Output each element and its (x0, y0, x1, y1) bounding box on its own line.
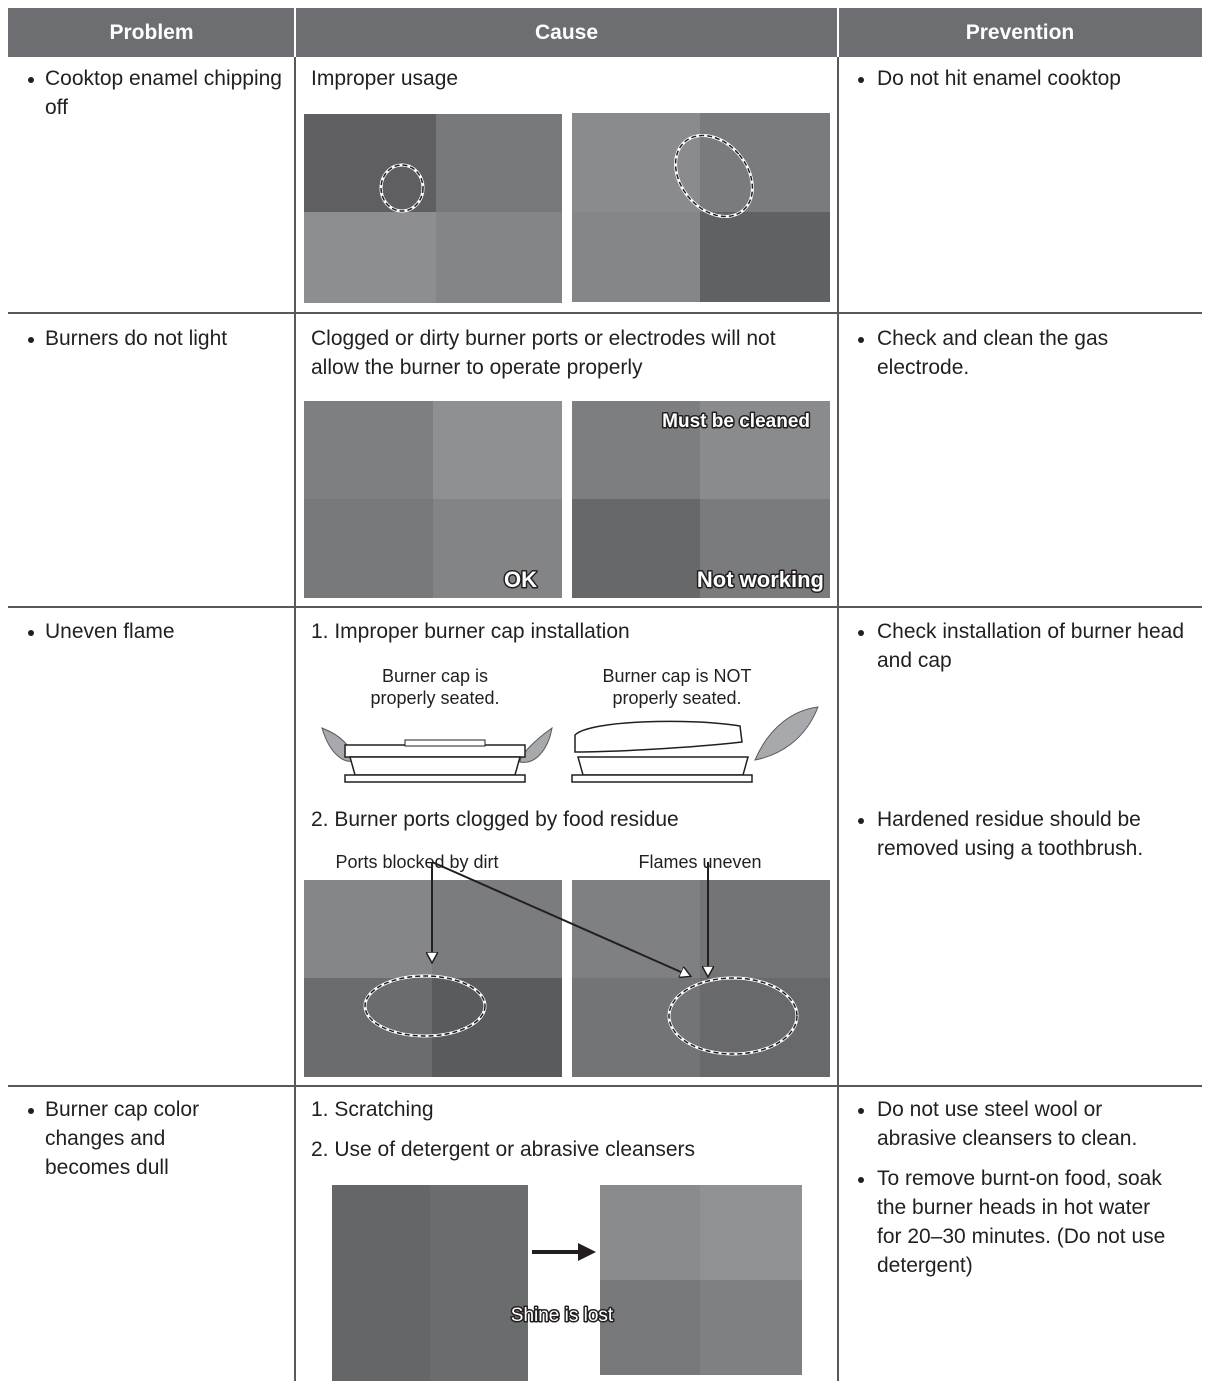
shape (380, 164, 424, 212)
cause-item: 1. Scratching (311, 1098, 434, 1121)
bullet (858, 818, 864, 824)
photo-region (572, 880, 700, 978)
photo-region (304, 499, 433, 598)
cause-item: 2. Use of detergent or abrasive cleanser… (311, 1138, 696, 1161)
photo-region (332, 1185, 430, 1381)
shape (574, 720, 743, 753)
burner-proper (321, 726, 553, 783)
cause: Clogged or dirty burner ports or electro… (311, 327, 776, 379)
column-header: Prevention (965, 21, 1075, 44)
shape (364, 975, 486, 1037)
cause-item: 2. Burner ports clogged by food residue (311, 808, 679, 831)
photo-region (436, 114, 562, 212)
image-label: Shine is lost (511, 1305, 614, 1326)
photo-region (572, 401, 700, 499)
bullet (858, 1177, 864, 1183)
shape (519, 726, 553, 763)
image-label: OK (504, 567, 537, 592)
problem: Burner cap color changes and becomes dul… (45, 1098, 200, 1179)
prevention: Do not use steel wool or abrasive cleans… (877, 1098, 1138, 1150)
shape (674, 134, 754, 218)
column-header: Cause (534, 21, 599, 44)
photo-region (572, 212, 700, 302)
bullet (858, 337, 864, 343)
images (304, 113, 830, 1381)
illustration-label: Ports blocked by dirt (335, 852, 499, 872)
illustration-label: Burner cap is properly seated. (370, 666, 500, 708)
prevention: To remove burnt-on food, soak the burner… (877, 1167, 1166, 1277)
photo-region (700, 401, 830, 499)
table-rules (8, 8, 1202, 1381)
bullet (28, 1108, 34, 1114)
photo-region (432, 880, 562, 978)
cause-item: 1. Improper burner cap installation (311, 620, 630, 643)
photo-region (304, 978, 432, 1077)
photo-region (700, 499, 830, 598)
photo-region (700, 978, 830, 1077)
photo-region (304, 880, 432, 978)
shape (404, 739, 486, 747)
prevention: Check and clean the gas electrode. (877, 327, 1109, 379)
problem: Cooktop enamel chipping off (45, 67, 282, 119)
highlight-ellipses-dash (364, 134, 798, 1055)
illustration-label: Flames uneven (638, 852, 762, 872)
bullet (858, 1108, 864, 1114)
shape (344, 744, 526, 758)
arrows (431, 861, 708, 976)
shape (349, 756, 521, 776)
bullet (858, 77, 864, 83)
header-bar (8, 8, 1202, 57)
photo-region (700, 1280, 802, 1375)
bullet (28, 77, 34, 83)
bullet (28, 630, 34, 636)
photo-region (700, 1185, 802, 1280)
prevention: Do not hit enamel cooktop (877, 67, 1121, 90)
photo-region (432, 978, 562, 1077)
photo-region (700, 212, 830, 302)
photo-region (572, 113, 700, 212)
bullet (858, 630, 864, 636)
photo-region (304, 114, 436, 212)
photo-region (600, 1280, 700, 1375)
shape (577, 756, 749, 776)
photo-region (433, 499, 562, 598)
photo-region (700, 113, 830, 212)
photo-region (700, 880, 830, 978)
prevention: Hardened residue should be removed using… (877, 808, 1144, 860)
prevention: Check installation of burner head and ca… (877, 620, 1185, 672)
shape (754, 706, 819, 761)
image-label: Must be cleaned (662, 411, 810, 432)
problem: Burners do not light (45, 327, 228, 350)
shape (571, 774, 753, 783)
arrow-head (578, 1243, 596, 1261)
column-header: Problem (109, 21, 194, 44)
photo-region (430, 1185, 528, 1381)
photo-region (433, 401, 562, 499)
photo-region (436, 212, 562, 303)
photo-region (600, 1185, 700, 1280)
illustration-label: Burner cap is NOT properly seated. (602, 666, 752, 708)
bullet (28, 337, 34, 343)
problem: Uneven flame (45, 620, 175, 643)
shape (344, 774, 526, 783)
cause: Improper usage (311, 67, 459, 90)
photo-region (304, 401, 433, 499)
image-label: Not working (697, 567, 824, 592)
shape (431, 861, 690, 976)
photo-region (572, 499, 700, 598)
burner-improper (571, 706, 819, 783)
photo-region (304, 212, 436, 303)
shape (668, 977, 798, 1055)
